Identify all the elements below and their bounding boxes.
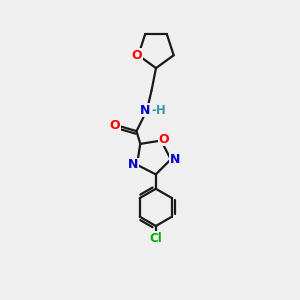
Text: N: N [140,103,150,117]
Text: N: N [170,153,180,166]
Text: O: O [159,133,169,146]
Text: -H: -H [151,103,166,117]
Text: O: O [131,49,142,62]
Text: Cl: Cl [149,232,162,245]
Text: N: N [128,158,138,171]
Text: O: O [110,118,120,132]
